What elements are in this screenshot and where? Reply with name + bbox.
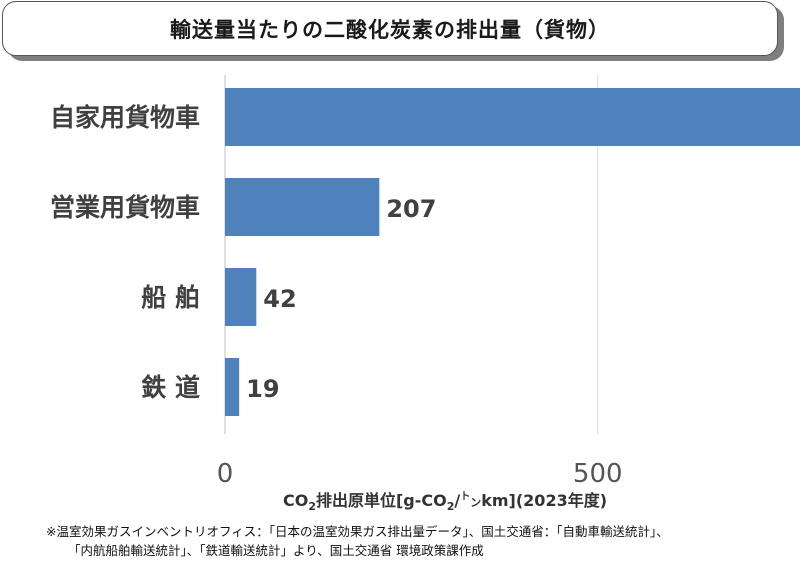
x-tick-label: 500 [573,459,623,489]
data-label: 19 [246,375,279,403]
bar [225,88,800,146]
source-note-line2: 「内航船舶輸送統計」、「鉄道輸送統計」より、国土交通省 環境政策課作成 [68,543,484,558]
category-label: 鉄 道 [141,373,200,402]
x-axis-title: CO2排出原単位[g-CO2/トンkm](2023年度) [282,491,608,514]
bar [225,358,240,416]
source-note-line1: ※温室効果ガスインベントリオフィス：「日本の温室効果ガス排出量データ」、国土交通… [46,524,669,539]
data-label: 42 [263,285,296,313]
chart-title: 輸送量当たりの二酸化炭素の排出量（貨物） [2,1,778,56]
category-label: 自家用貨物車 [50,103,200,132]
bar [225,178,380,236]
source-note: ※温室効果ガスインベントリオフィス：「日本の温室効果ガス排出量データ」、国土交通… [46,522,796,560]
bar [225,268,257,326]
data-label: 207 [386,195,436,223]
category-label: 船 舶 [141,283,200,312]
x-tick-label: 0 [217,459,234,489]
category-label: 営業用貨物車 [50,193,200,222]
